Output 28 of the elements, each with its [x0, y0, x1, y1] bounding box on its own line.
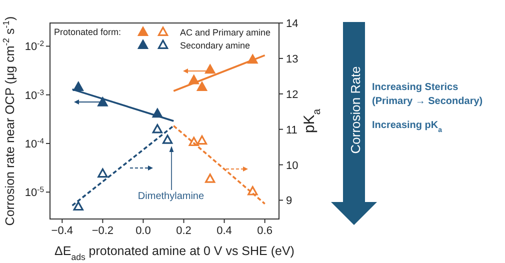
x-tick-label: −0.4: [51, 225, 74, 237]
point: [97, 96, 108, 106]
text: Increasing Sterics: [372, 82, 459, 93]
x-tick-label: −0.2: [92, 225, 114, 237]
y-tick-label: 10$^{-3}$: [24, 87, 44, 102]
x-tick-label: 0.0: [136, 225, 151, 237]
y-tick-label: 10$^{-4}$: [24, 136, 45, 150]
legend-label: Secondary amine: [180, 40, 250, 50]
y2-tick-label: 11: [286, 124, 298, 136]
legend-title: Protonated form:: [54, 27, 122, 37]
x-tick-label: 0.6: [257, 225, 272, 237]
x-axis-title: ΔE$_{ads}$ protonated amine at 0 V vs SHE (eV): [54, 244, 294, 262]
point: [196, 81, 208, 91]
point: [204, 64, 216, 74]
y-tick-label: 10$^{-5}$: [24, 184, 44, 200]
text: Corrosion Rate: [348, 66, 363, 154]
y2-tick-label: 10: [286, 160, 298, 172]
y2-tick-label: 9: [286, 195, 292, 208]
legend-label: AC and Primary amine: [180, 28, 271, 38]
x-tick-label: 0.4: [216, 225, 232, 237]
y2-tick-label: 12: [286, 88, 298, 101]
x-tick-label: 0.2: [176, 225, 192, 237]
annotation: Dimethylamine: [138, 191, 204, 202]
y-tick-label: 10$^{-2}$: [24, 38, 44, 54]
y2-tick-label: 13: [286, 53, 298, 66]
text: (Primary → Secondary): [372, 96, 483, 107]
y2-tick-label: 14: [286, 18, 298, 30]
text: Increasing pK$_{a}$: [372, 120, 442, 134]
